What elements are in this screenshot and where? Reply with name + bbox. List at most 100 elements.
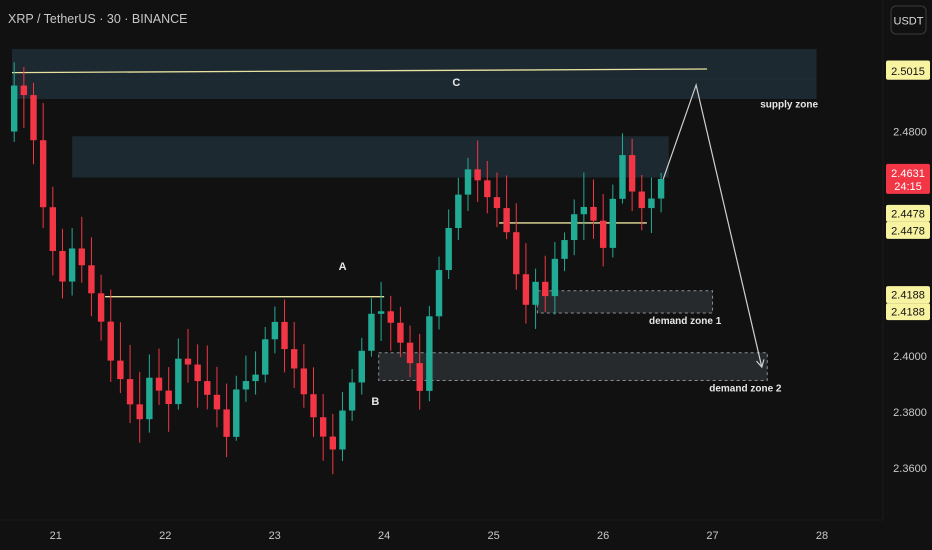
candle <box>416 333 423 410</box>
candle <box>242 355 250 402</box>
candle-body <box>377 311 385 314</box>
candle <box>484 160 491 214</box>
candle <box>117 322 124 394</box>
candle <box>368 298 375 357</box>
time-tick-label: 28 <box>816 530 828 542</box>
candle-body <box>117 360 124 380</box>
candle <box>628 138 636 212</box>
candle <box>397 306 404 358</box>
price-marker-label[interactable]: 2.4478 <box>886 204 930 222</box>
price-axis[interactable]: 2.48002.40002.38002.36002.50232.50152.46… <box>886 60 930 476</box>
candle <box>204 345 211 410</box>
price-tick-label: 2.3600 <box>893 463 927 475</box>
candle-body <box>339 410 346 450</box>
candle <box>290 321 298 389</box>
time-axis[interactable]: 21 22 23 24 25 26 27 28 <box>50 530 828 542</box>
candle-body <box>68 248 76 282</box>
candle <box>155 348 163 405</box>
candle-body <box>551 258 559 297</box>
candle <box>474 140 481 202</box>
price-label-bg <box>886 286 930 304</box>
candle <box>30 82 37 165</box>
point-label-A: A <box>339 261 347 273</box>
candle <box>39 102 47 228</box>
candle-body <box>628 155 636 192</box>
candle-body <box>397 322 404 343</box>
price-tick-label: 2.3800 <box>893 407 927 419</box>
candle <box>49 186 57 276</box>
candle <box>194 344 201 408</box>
zones-layer <box>12 49 817 382</box>
time-tick-label: 25 <box>487 530 499 542</box>
projection-layer <box>662 82 765 369</box>
candle <box>165 367 172 432</box>
candle-body <box>59 250 66 282</box>
zone-label-supply-zone: supply zone <box>760 100 818 111</box>
candle <box>339 392 346 461</box>
candle-body <box>39 140 47 208</box>
candle <box>426 305 433 402</box>
point-label-C: C <box>452 77 460 89</box>
price-marker-label[interactable]: 2.4478 <box>886 221 930 239</box>
candle <box>213 366 221 428</box>
price-label-bg <box>886 62 930 80</box>
candle-body <box>194 364 201 382</box>
candle <box>532 268 539 329</box>
candle-body <box>107 321 114 361</box>
candle-body <box>358 350 365 383</box>
candle-body <box>474 169 481 181</box>
candle <box>464 157 472 211</box>
candle-body <box>20 85 28 96</box>
candle-body <box>435 270 443 317</box>
candle <box>648 177 655 234</box>
candle <box>455 177 462 241</box>
candle <box>329 413 337 475</box>
candle <box>590 179 597 239</box>
candle-body <box>233 389 240 437</box>
point-label-B: B <box>371 396 379 408</box>
candle <box>78 216 85 283</box>
candle-body <box>262 339 269 375</box>
price-marker-label[interactable]: 2.4188 <box>886 286 930 304</box>
candle <box>406 325 414 378</box>
candle <box>146 354 153 433</box>
candle-body <box>88 265 95 294</box>
candle-body <box>242 381 250 390</box>
zone-label-demand-zone-1: demand zone 1 <box>649 316 722 327</box>
currency-button[interactable]: USDT <box>890 5 927 35</box>
price-marker-label[interactable]: 2.5015 <box>886 62 930 80</box>
candle <box>88 237 95 317</box>
price-label-value: 2.4631 <box>891 168 925 180</box>
candles-layer <box>10 62 665 475</box>
price-label-value: 2.4188 <box>891 290 925 302</box>
candle <box>348 369 356 421</box>
candle <box>300 344 308 408</box>
candle <box>542 255 549 313</box>
candle-body <box>252 374 259 382</box>
price-label-countdown: 24:15 <box>894 181 922 193</box>
candle-body <box>570 214 578 241</box>
candle <box>599 194 607 267</box>
candle-body <box>532 281 539 305</box>
candle <box>59 228 66 299</box>
symbol-title: XRP / TetherUS · 30 · BINANCE <box>8 12 187 26</box>
candle-body <box>580 206 588 215</box>
candle-body <box>619 155 626 199</box>
time-tick-label: 24 <box>378 530 390 542</box>
candle <box>638 174 645 231</box>
candle-body <box>329 436 337 450</box>
price-tick-label: 2.4800 <box>893 127 927 139</box>
candle <box>619 133 626 204</box>
price-marker-label[interactable]: 2.4188 <box>886 303 930 321</box>
candle-body <box>648 198 655 209</box>
price-label-value: 2.4478 <box>891 225 925 237</box>
price-label-value: 2.4188 <box>891 307 925 319</box>
time-tick-label: 21 <box>50 530 62 542</box>
candle <box>522 243 530 324</box>
candle <box>435 256 443 330</box>
candle-body <box>310 394 317 418</box>
